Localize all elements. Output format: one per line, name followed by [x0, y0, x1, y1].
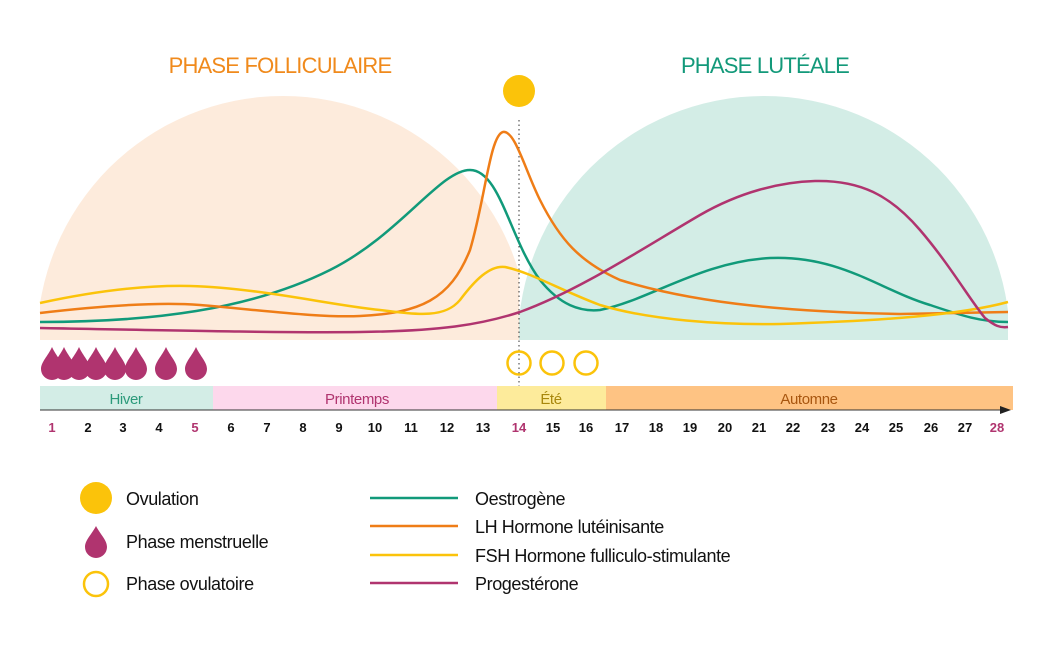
luteal-background [519, 96, 1008, 340]
day-number: 2 [84, 420, 91, 435]
day-number: 1 [48, 420, 55, 435]
menstrual-drops [41, 347, 207, 380]
luteal-phase-title: PHASE LUTÉALE [681, 53, 849, 78]
drop-icon [68, 347, 90, 380]
day-number: 16 [579, 420, 593, 435]
day-numbers: 1 2 3 4 5 6 7 8 9 10 11 12 13 14 15 16 17 18 19 20 21 22 23 24 2… [48, 420, 1004, 435]
day-number: 27 [958, 420, 972, 435]
season-label: Hiver [109, 391, 142, 408]
day-number: 19 [683, 420, 697, 435]
day-number: 26 [924, 420, 938, 435]
season-label: Automne [780, 391, 837, 408]
season-automne [606, 386, 1013, 410]
day-number: 4 [155, 420, 163, 435]
legend-label: LH Hormone lutéinisante [475, 517, 664, 537]
day-number: 14 [512, 420, 527, 435]
follicular-phase-title: PHASE FOLLICULAIRE [169, 53, 392, 78]
day-number: 13 [476, 420, 490, 435]
legend-label: Phase menstruelle [126, 532, 269, 552]
ovulation-legend-icon [80, 482, 112, 514]
drop-icon [104, 347, 126, 380]
ring-icon [539, 350, 565, 376]
day-number: 10 [368, 420, 382, 435]
day-number: 11 [404, 420, 418, 435]
drop-icon [125, 347, 147, 380]
legend-label: Ovulation [126, 489, 198, 509]
day-number: 5 [191, 420, 198, 435]
day-number: 9 [335, 420, 342, 435]
day-number: 12 [440, 420, 454, 435]
oestrogen-curve [39, 168, 1009, 324]
lh-curve [39, 130, 1009, 318]
day-number: 7 [263, 420, 270, 435]
season-ete [497, 386, 606, 410]
day-number: 8 [299, 420, 306, 435]
day-number: 6 [227, 420, 234, 435]
day-number: 15 [546, 420, 560, 435]
axis-arrow-icon [1000, 406, 1011, 414]
day-number: 21 [752, 420, 766, 435]
season-printemps [213, 386, 497, 410]
day-number: 23 [821, 420, 835, 435]
season-hiver [40, 386, 213, 410]
ovulation-sun-icon [503, 75, 535, 107]
drop-icon [155, 347, 177, 380]
drop-icon [185, 347, 207, 380]
ovulatory-rings [506, 350, 599, 376]
day-number: 20 [718, 420, 732, 435]
legend-label: Phase ovulatoire [126, 574, 254, 594]
season-label: Printemps [325, 391, 389, 408]
day-number: 22 [786, 420, 800, 435]
day-number: 17 [615, 420, 629, 435]
fsh-curve [39, 265, 1009, 326]
ring-icon [506, 350, 532, 376]
day-number: 18 [649, 420, 663, 435]
progesterone-curve [39, 179, 1009, 334]
day-number: 28 [990, 420, 1004, 435]
legend-label: Oestrogène [475, 489, 565, 509]
day-number: 25 [889, 420, 903, 435]
season-label: Été [540, 391, 561, 408]
follicular-background [40, 96, 519, 340]
ring-legend-icon [82, 570, 110, 598]
ring-icon [573, 350, 599, 376]
legend-label: FSH Hormone fulliculo-stimulante [475, 546, 731, 566]
drop-legend-icon [85, 526, 107, 558]
day-number: 3 [119, 420, 126, 435]
legend-label: Progestérone [475, 574, 579, 594]
day-number: 24 [855, 420, 870, 435]
drop-icon [85, 347, 107, 380]
